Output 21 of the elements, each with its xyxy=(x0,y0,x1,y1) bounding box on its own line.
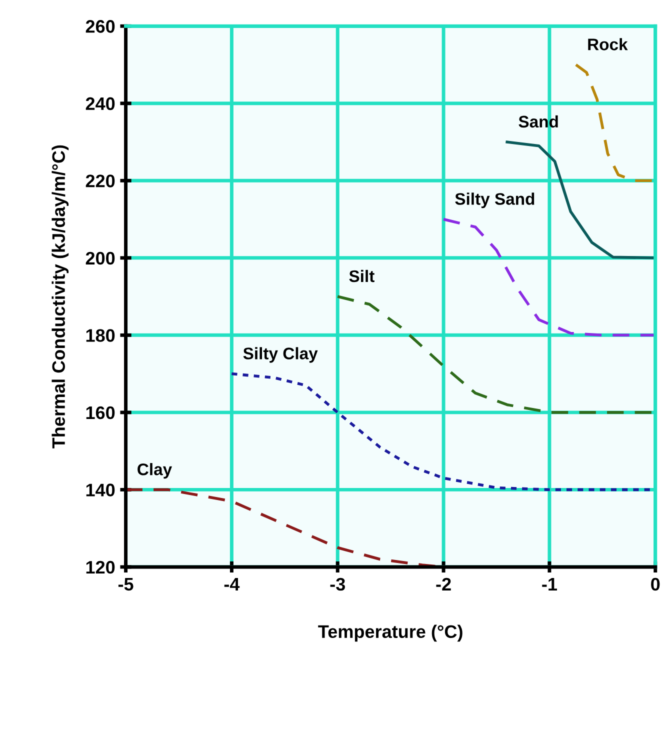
y-tick-label: 140 xyxy=(86,484,115,496)
y-tick-label: 200 xyxy=(86,252,115,265)
x-tick-label: 0 xyxy=(651,578,660,591)
y-tick-label: 160 xyxy=(86,406,115,420)
series-label: Silty Sand xyxy=(455,192,534,208)
y-tick-label: 240 xyxy=(86,97,115,110)
y-tick-label: 180 xyxy=(86,329,115,342)
y-tick-label: 260 xyxy=(86,20,115,33)
x-tick-label: -4 xyxy=(224,578,240,590)
y-tick-label: 220 xyxy=(86,174,115,188)
x-tick-label: -1 xyxy=(542,578,557,590)
series-label: Silt xyxy=(349,270,374,282)
x-tick-label: -5 xyxy=(118,578,134,591)
series-label: Silty Clay xyxy=(243,347,318,363)
series-label: Rock xyxy=(588,38,628,50)
x-tick-label: -3 xyxy=(330,578,345,591)
y-axis-title: Thermal Conductivity (kJ/day/m/°C) xyxy=(52,145,69,448)
x-axis-title: Temperature (°C) xyxy=(318,624,462,642)
x-tick-label: -2 xyxy=(436,578,451,590)
series-label: Clay xyxy=(138,463,172,479)
y-tick-label: 120 xyxy=(86,560,115,574)
